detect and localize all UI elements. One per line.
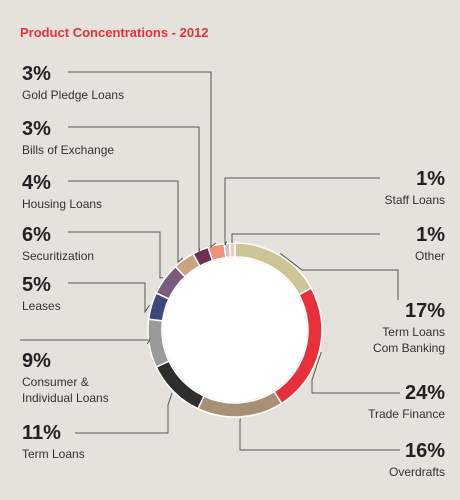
leader-line (280, 252, 399, 300)
label: 24% Trade Finance (325, 382, 445, 422)
leader-line (68, 180, 184, 264)
label: 1% Staff Loans (325, 168, 446, 208)
value-label: 24% (404, 382, 445, 404)
leader-line (311, 351, 400, 394)
value-label: 9% (22, 350, 51, 372)
category-label: Trade Finance (368, 407, 445, 421)
category-label: Consumer & Individual Loans (22, 375, 109, 405)
category-label: Housing Loans (22, 197, 103, 211)
category-label: Staff Loans (384, 193, 446, 207)
category-label: Term Loans (22, 447, 85, 461)
label: 16% Overdrafts (325, 440, 445, 480)
value-label: 17% (404, 300, 445, 322)
category-label: Leases (22, 299, 61, 313)
value-label: 11% (22, 422, 61, 444)
label: 6% Securitization (22, 224, 162, 264)
label: 3% Bills of Exchange (22, 118, 162, 158)
chart-title: Product Concentrations - 2012 (20, 25, 209, 40)
donut-hole (163, 258, 307, 402)
category-label: Term Loans Com Banking (372, 325, 445, 355)
label: 11% Term Loans (22, 422, 162, 462)
label: 3% Gold Pledge Loans (22, 63, 162, 103)
category-label: Securitization (22, 249, 95, 263)
leader-line (68, 231, 164, 279)
leader-line (68, 282, 150, 314)
label: 5% Leases (22, 274, 162, 314)
value-label: 4% (22, 172, 51, 194)
leader-line (20, 339, 151, 345)
value-label: 1% (416, 168, 445, 190)
value-label: 1% (416, 224, 445, 246)
value-label: 6% (22, 224, 51, 246)
leader-line (224, 177, 380, 246)
value-label: 3% (22, 118, 51, 140)
leader-line (239, 418, 400, 451)
category-label: Gold Pledge Loans (22, 88, 125, 102)
label: 17% Term Loans Com Banking (355, 300, 445, 356)
leader-line (231, 233, 380, 244)
label: 1% Other (325, 224, 445, 264)
value-label: 16% (404, 440, 445, 462)
category-label: Overdrafts (388, 465, 445, 479)
donut-segment (228, 242, 236, 258)
value-label: 3% (22, 63, 51, 85)
value-label: 5% (22, 274, 51, 296)
leader-line (75, 392, 173, 434)
category-label: Bills of Exchange (22, 143, 115, 157)
category-label: Other (414, 249, 445, 263)
leader-line (68, 126, 201, 253)
label: 9% Consumer & Individual Loans (22, 350, 134, 406)
leader-line (68, 71, 216, 249)
label: 4% Housing Loans (22, 172, 162, 212)
